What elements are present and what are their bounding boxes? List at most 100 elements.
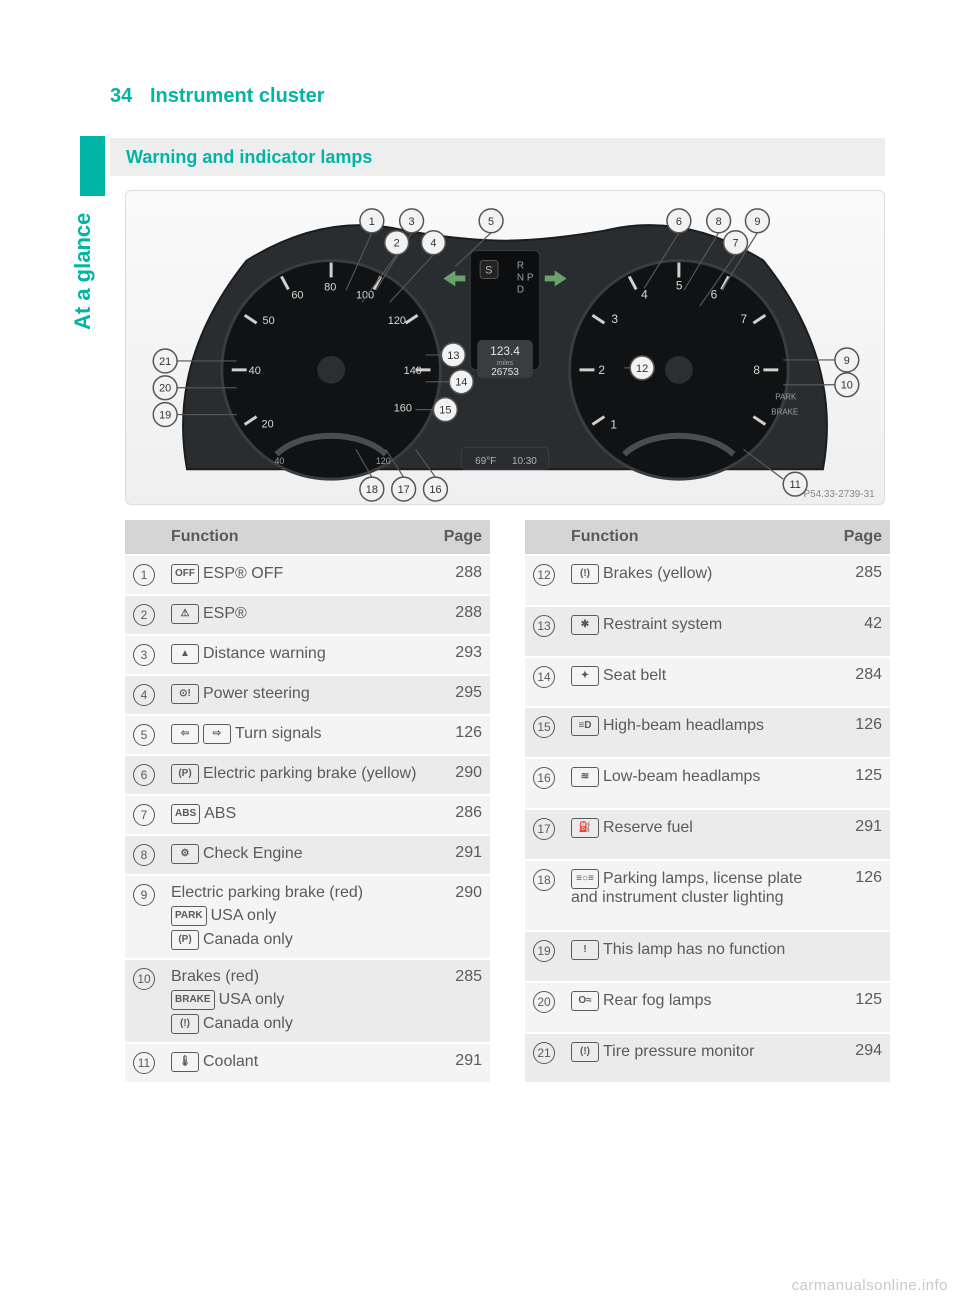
table-row: 15≡DHigh-beam head­lamps126: [525, 707, 890, 758]
row-page: 125: [828, 758, 890, 809]
row-index: 15: [525, 707, 563, 758]
th-page: Page: [828, 520, 890, 555]
indicator-icon: ▲: [171, 644, 199, 664]
indicator-icon: OFF: [171, 564, 199, 584]
svg-text:9: 9: [844, 355, 850, 367]
row-page: 126: [828, 707, 890, 758]
svg-text:6: 6: [676, 216, 682, 228]
svg-text:100: 100: [356, 289, 374, 301]
svg-text:120: 120: [376, 456, 391, 466]
svg-text:7: 7: [732, 238, 738, 250]
indicator-icon: (!): [571, 1042, 599, 1062]
svg-text:14: 14: [455, 377, 467, 389]
row-page: 294: [828, 1033, 890, 1084]
svg-text:19: 19: [159, 410, 171, 422]
svg-text:2: 2: [598, 363, 605, 377]
svg-text:40: 40: [249, 365, 261, 377]
svg-text:5: 5: [488, 216, 494, 228]
row-function: ✦Seat belt: [563, 657, 828, 708]
watermark: carmanualsonline.info: [792, 1277, 948, 1294]
row-index: 12: [525, 555, 563, 606]
row-function: ≡○≡Parking lamps, license plate and inst…: [563, 860, 828, 931]
svg-text:BRAKE: BRAKE: [771, 408, 798, 417]
svg-text:13: 13: [447, 350, 459, 362]
svg-text:1: 1: [369, 216, 375, 228]
row-index: 16: [525, 758, 563, 809]
row-index: 2: [125, 595, 163, 635]
svg-text:123.4: 123.4: [490, 344, 520, 358]
row-index: 18: [525, 860, 563, 931]
row-index: 21: [525, 1033, 563, 1084]
svg-text:8: 8: [716, 216, 722, 228]
svg-text:50: 50: [263, 315, 275, 327]
page-title: Instrument cluster: [150, 85, 324, 108]
row-index: 5: [125, 715, 163, 755]
svg-text:5: 5: [676, 278, 683, 292]
table-row: 4⊙!Power steering295: [125, 675, 490, 715]
table-row: 5⇦⇨Turn signals126: [125, 715, 490, 755]
row-function: (P)Electric parking brake (yellow): [163, 755, 428, 795]
table-row: 6(P)Electric parking brake (yellow)290: [125, 755, 490, 795]
table-row: 20O≈Rear fog lamps125: [525, 982, 890, 1033]
row-page: 291: [428, 835, 490, 875]
indicator-icon: 🌡: [171, 1052, 199, 1072]
row-index: 20: [525, 982, 563, 1033]
row-function: ABSABS: [163, 795, 428, 835]
svg-text:10:30: 10:30: [512, 456, 537, 467]
svg-text:P: P: [527, 272, 534, 283]
side-section-label: At a glance: [70, 213, 96, 330]
row-page: 288: [428, 595, 490, 635]
row-page: 290: [428, 755, 490, 795]
table-row: 18≡○≡Parking lamps, license plate and in…: [525, 860, 890, 931]
row-function: ⚠ESP®: [163, 595, 428, 635]
row-page: 291: [828, 809, 890, 860]
svg-text:N: N: [517, 272, 524, 283]
svg-text:20: 20: [159, 383, 171, 395]
indicator-icon: BRAKE: [171, 990, 215, 1010]
svg-text:S: S: [485, 264, 492, 276]
row-page: 125: [828, 982, 890, 1033]
indicator-icon: ✦: [571, 666, 599, 686]
section-heading: Warning and indicator lamps: [126, 147, 372, 168]
svg-text:1: 1: [610, 417, 617, 431]
table-row: 9Electric parking brake (red)PARKUSA onl…: [125, 875, 490, 959]
svg-text:80: 80: [324, 281, 336, 293]
indicator-icon: ≡○≡: [571, 869, 599, 889]
row-page: 284: [828, 657, 890, 708]
indicator-icon: ≋: [571, 767, 599, 787]
row-function: Brakes (red)BRAKEUSA only(!)Canada only: [163, 959, 428, 1043]
row-function: 🌡Coolant: [163, 1043, 428, 1083]
row-page: 286: [428, 795, 490, 835]
svg-text:PARK: PARK: [775, 393, 797, 402]
svg-text:17: 17: [398, 484, 410, 496]
indicator-icon: (P): [171, 764, 199, 784]
indicator-icon: !: [571, 940, 599, 960]
table-row: 2⚠ESP®288: [125, 595, 490, 635]
svg-text:3: 3: [409, 216, 415, 228]
row-page: [828, 931, 890, 982]
row-page: 293: [428, 635, 490, 675]
svg-text:4: 4: [430, 238, 436, 250]
indicator-icon: ≡D: [571, 716, 599, 736]
page: At a glance 3 4 Instrument cluster Warnin…: [0, 0, 960, 1302]
row-index: 4: [125, 675, 163, 715]
indicator-icon: O≈: [571, 991, 599, 1011]
row-function: ▲Distance warning: [163, 635, 428, 675]
left-function-table: Function Page 1OFFESP® OFF2882⚠ESP®2883▲…: [125, 520, 490, 1084]
row-function: !This lamp has no func­tion: [563, 931, 828, 982]
table-row: 11🌡Coolant291: [125, 1043, 490, 1083]
table-row: 7ABSABS286: [125, 795, 490, 835]
svg-text:40: 40: [274, 456, 284, 466]
th-blank: [525, 520, 563, 555]
svg-text:120: 120: [388, 315, 406, 327]
row-function: ⛽Reserve fuel: [563, 809, 828, 860]
svg-text:20: 20: [262, 418, 274, 430]
row-function: OFFESP® OFF: [163, 555, 428, 595]
row-index: 1: [125, 555, 163, 595]
svg-text:9: 9: [754, 216, 760, 228]
svg-text:12: 12: [636, 363, 648, 375]
row-function: ⚙Check Engine: [163, 835, 428, 875]
row-page: 288: [428, 555, 490, 595]
indicator-icon: ⛽: [571, 818, 599, 838]
indicator-icon: ⚙: [171, 844, 199, 864]
